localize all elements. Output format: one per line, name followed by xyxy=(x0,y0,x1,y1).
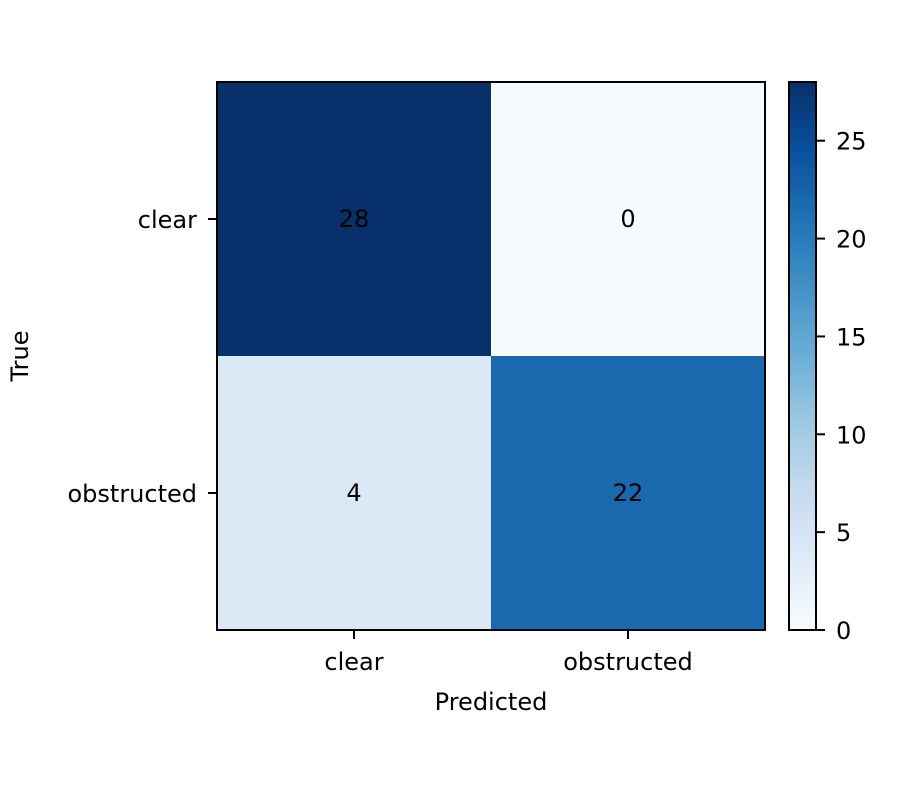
heatmap-cell xyxy=(217,82,491,356)
colorbar-ticks: 0 5 10 15 20 25 xyxy=(816,128,867,645)
heatmap-cell xyxy=(491,82,765,356)
heatmap-cells: 28 0 4 22 xyxy=(217,82,765,630)
cell-value-label: 22 xyxy=(613,479,644,507)
y-tick-label: clear xyxy=(138,206,197,234)
y-axis-ticks: clear obstructed xyxy=(67,206,217,508)
heatmap-cell xyxy=(491,356,765,630)
cell-value-label: 28 xyxy=(339,205,370,233)
x-tick-label: obstructed xyxy=(563,648,693,676)
x-axis-title: Predicted xyxy=(435,688,548,716)
colorbar xyxy=(788,81,817,631)
colorbar-tick-label: 25 xyxy=(836,128,867,156)
colorbar-tick-label: 20 xyxy=(836,226,867,254)
plot-frame xyxy=(216,81,766,631)
x-axis-ticks: clear obstructed xyxy=(324,630,693,676)
cell-value-label: 4 xyxy=(346,479,361,507)
colorbar-tick-label: 15 xyxy=(836,323,867,351)
y-tick-label: obstructed xyxy=(67,480,197,508)
colorbar-tick-label: 5 xyxy=(836,519,851,547)
colorbar-tick-label: 10 xyxy=(836,421,867,449)
cell-value-label: 0 xyxy=(620,205,635,233)
colorbar-tick-label: 0 xyxy=(836,617,851,645)
y-axis-title: True xyxy=(6,331,34,383)
heatmap-cell xyxy=(217,356,491,630)
x-tick-label: clear xyxy=(324,648,383,676)
